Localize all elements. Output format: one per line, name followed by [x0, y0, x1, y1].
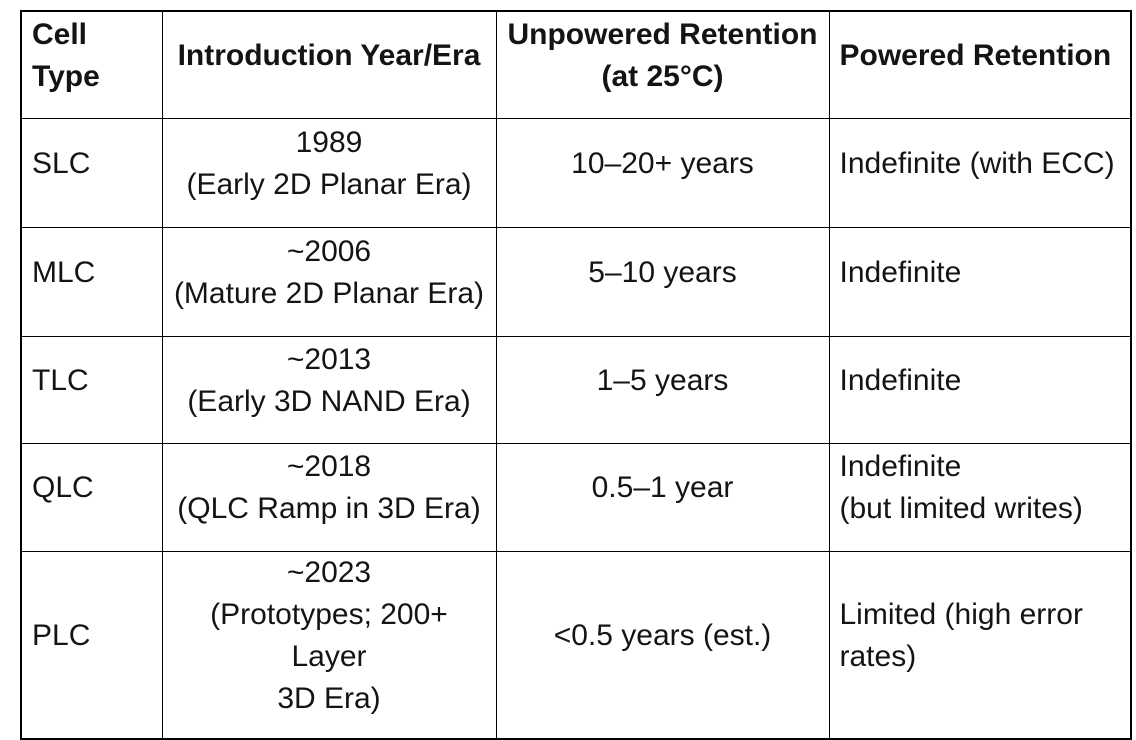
cell-type-retention-table: Cell Type Introduction Year/Era Unpowere… — [20, 10, 1132, 740]
column-header-unpowered-retention: Unpowered Retention (at 25°C) — [495, 10, 830, 119]
table-row-tlc: TLC ~2013 (Early 3D NAND Era) 1–5 years … — [20, 335, 1132, 444]
cell-mlc-unpowered-retention: 5–10 years — [495, 226, 830, 337]
cell-mlc-type: MLC — [20, 226, 163, 337]
cell-plc-type: PLC — [20, 550, 163, 739]
retention-table-container: Cell Type Introduction Year/Era Unpowere… — [20, 10, 1132, 740]
cell-qlc-type: QLC — [20, 442, 163, 552]
cell-plc-powered-retention: Limited (high error rates) — [828, 550, 1132, 739]
cell-slc-type: SLC — [20, 117, 163, 228]
table-row-qlc: QLC ~2018 (QLC Ramp in 3D Era) 0.5–1 yea… — [20, 442, 1132, 552]
cell-slc-introduction: 1989 (Early 2D Planar Era) — [161, 117, 497, 228]
column-header-powered-retention: Powered Retention — [828, 10, 1132, 119]
table-header-row: Cell Type Introduction Year/Era Unpowere… — [20, 10, 1132, 119]
cell-slc-unpowered-retention: 10–20+ years — [495, 117, 830, 228]
table-row-slc: SLC 1989 (Early 2D Planar Era) 10–20+ ye… — [20, 117, 1132, 228]
cell-qlc-powered-retention: Indefinite (but limited writes) — [828, 442, 1132, 552]
cell-plc-unpowered-retention: <0.5 years (est.) — [495, 550, 830, 739]
cell-tlc-unpowered-retention: 1–5 years — [495, 335, 830, 444]
cell-mlc-introduction: ~2006 (Mature 2D Planar Era) — [161, 226, 497, 337]
cell-qlc-unpowered-retention: 0.5–1 year — [495, 442, 830, 552]
cell-tlc-type: TLC — [20, 335, 163, 444]
cell-tlc-introduction: ~2013 (Early 3D NAND Era) — [161, 335, 497, 444]
cell-plc-introduction: ~2023 (Prototypes; 200+ Layer 3D Era) — [161, 550, 497, 739]
cell-tlc-powered-retention: Indefinite — [828, 335, 1132, 444]
column-header-cell-type: Cell Type — [20, 10, 163, 119]
cell-slc-powered-retention: Indefinite (with ECC) — [828, 117, 1132, 228]
table-row-plc: PLC ~2023 (Prototypes; 200+ Layer 3D Era… — [20, 550, 1132, 739]
table-row-mlc: MLC ~2006 (Mature 2D Planar Era) 5–10 ye… — [20, 226, 1132, 337]
cell-mlc-powered-retention: Indefinite — [828, 226, 1132, 337]
cell-qlc-introduction: ~2018 (QLC Ramp in 3D Era) — [161, 442, 497, 552]
column-header-introduction-year-era: Introduction Year/Era — [161, 10, 497, 119]
